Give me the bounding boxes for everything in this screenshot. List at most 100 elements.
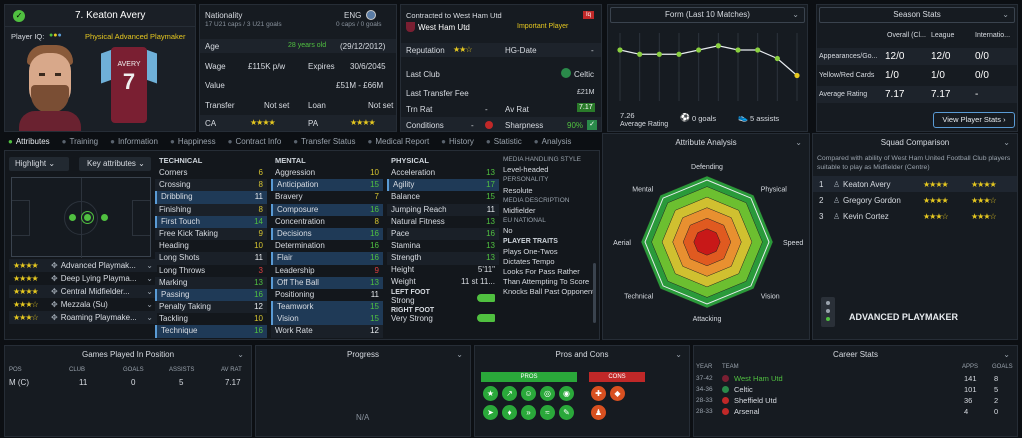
attribute-row[interactable]: Composure 16 [271,203,383,216]
tab-information[interactable]: ● Information [110,135,158,149]
tab-history[interactable]: ● History [441,135,474,149]
view-player-stats-label: View Player Stats [942,115,1002,124]
tab-label: Information [117,137,158,146]
squad-header[interactable]: Squad Comparison ⌄ [815,136,1015,150]
attribute-row[interactable]: Crossing 8 [155,179,267,192]
dob: (29/12/2012) [340,42,386,51]
career-header[interactable]: Career Stats ⌄ [696,348,1015,362]
tab-medical-report[interactable]: ● Medical Report [368,135,430,149]
role-item[interactable]: ★★★☆ ✥ Roaming Playmake... ⌄ [9,311,157,324]
tab-happiness[interactable]: ● Happiness [170,135,216,149]
attribute-row[interactable]: Positioning 11 [271,289,383,301]
radar-axis-label: Technical [624,294,654,301]
club-crest-icon [722,397,729,404]
tab-statistic[interactable]: ● Statistic [486,135,522,149]
traits-scrollbar[interactable] [593,263,596,323]
attribute-row[interactable]: Passing 16 [155,288,267,302]
attribute-row[interactable]: Anticipation 15 [271,179,383,192]
tab-training[interactable]: ● Training [62,135,98,149]
attribute-row[interactable]: Long Shots 11 [155,252,267,265]
attribute-name: Long Shots [159,253,200,263]
attribute-row[interactable]: First Touch 14 [155,215,267,228]
career-row[interactable]: 37-42 West Ham Utd 141 8 [694,373,1017,384]
role-item[interactable]: ★★★★ ✥ Deep Lying Playma... ⌄ [9,272,157,285]
attribute-row[interactable]: Flair 16 [271,252,383,265]
attribute-row[interactable]: Off The Ball 13 [271,276,383,289]
attribute-row[interactable]: Jumping Reach 11 [387,203,499,216]
attribute-name: Long Throws [159,265,206,275]
role-stars: ★★★☆ [13,300,39,309]
career-row[interactable]: 28-33 Arsenal 4 0 [694,406,1017,417]
player-name-bar: ✓ 7. Keaton Avery [5,5,195,27]
highlight-dropdown[interactable]: Highlight ⌄ [9,157,69,171]
attribute-value: 8 [374,216,379,226]
form-header[interactable]: Form (Last 10 Matches) ⌄ [610,7,805,23]
role-item[interactable]: ★★★★ ✥ Advanced Playmak... ⌄ [9,259,157,272]
role-item[interactable]: ★★★☆ ✥ Mezzala (Su) ⌄ [9,298,157,311]
attribute-row[interactable]: Free Kick Taking 9 [155,227,267,241]
attribute-row[interactable]: Long Throws 3 [155,265,267,277]
flair-trait-icon: ↗ [502,386,517,401]
role-item[interactable]: ★★★★ ✥ Central Midfielder... ⌄ [9,285,157,298]
attribute-name: Passing [161,289,190,299]
attribute-row[interactable]: Agility 17 [387,179,499,192]
view-player-stats-button[interactable]: View Player Stats › [933,112,1015,128]
tab-transfer-status[interactable]: ● Transfer Status [293,135,355,149]
games-col-goals: GOALS [123,367,144,373]
key-attributes-dropdown[interactable]: Key attributes ⌄ [79,157,151,171]
squad-row[interactable]: 2 ♙ Gregory Gordon ★★★★ ★★★☆ [813,192,1017,208]
pros-cons-header[interactable]: Pros and Cons ⌄ [477,348,687,362]
attribute-row[interactable]: Vision 15 [271,313,383,326]
value-amount: £51M - £66M [336,81,384,90]
tab-label: Analysis [541,137,572,146]
attribute-row[interactable]: Penalty Taking 12 [155,301,267,314]
squad-row[interactable]: 3 ♙ Kevin Cortez ★★★☆ ★★★☆ [813,208,1017,224]
profile-card: ✓ 7. Keaton Avery Player IQ: ●●● Physica… [4,4,196,132]
attribute-row[interactable]: Corners 6 [155,167,267,179]
career-row[interactable]: 34-36 Celtic 101 5 [694,384,1017,395]
attribute-row[interactable]: Decisions 16 [271,227,383,241]
progress-header[interactable]: Progress ⌄ [258,348,468,362]
height-value: 5'11" [477,264,495,274]
attribute-row[interactable]: Strength 13 [387,252,499,265]
squad-row[interactable]: 1 ♙ Keaton Avery ★★★★ ★★★★ [813,176,1017,192]
club-name[interactable]: West Ham Utd [418,23,470,32]
attribute-row[interactable]: Dribbling 11 [155,191,267,204]
teamwork-trait-icon: ♦ [502,405,517,420]
attribute-name: Determination [275,241,325,251]
career-row[interactable]: 28-33 Sheffield Utd 36 2 [694,395,1017,406]
games-header[interactable]: Games Played In Position ⌄ [7,348,249,362]
attribute-row[interactable]: Leadership 9 [271,265,383,277]
tab-contract-info[interactable]: ● Contract Info [228,135,282,149]
attribute-row[interactable]: Heading 10 [155,240,267,252]
attribute-row[interactable]: Work Rate 12 [271,325,383,338]
last-club-value[interactable]: Celtic [574,70,595,79]
attribute-row[interactable]: Aggression 10 [271,167,383,179]
attribute-row[interactable]: Pace 16 [387,227,499,241]
attribute-row[interactable]: Finishing 8 [155,203,267,216]
attribute-row[interactable]: Determination 16 [271,240,383,252]
tab-analysis[interactable]: ● Analysis [534,135,572,149]
physical-column: PHYSICAL Acceleration 13 Agility 17 Balance 1… [387,155,499,265]
tab-attributes[interactable]: ● Attributes [8,135,50,149]
attribute-row[interactable]: Technique 16 [155,325,267,338]
attribute-name: Decisions [277,228,312,238]
attribute-row[interactable]: Stamina 13 [387,240,499,252]
attribute-row[interactable]: Natural Fitness 13 [387,216,499,228]
attribute-row[interactable]: Marking 13 [155,276,267,289]
attribute-row[interactable]: Concentration 8 [271,216,383,228]
medical-con-icon: ✚ [591,386,606,401]
attribute-row[interactable]: Acceleration 13 [387,167,499,179]
attribute-row[interactable]: Teamwork 15 [271,301,383,314]
attribute-row[interactable]: Bravery 7 [271,191,383,203]
role-stars: ★★★★ [13,261,39,270]
attribute-row[interactable]: Balance 15 [387,191,499,203]
pa-label: PA [308,119,319,128]
attribute-value: 15 [370,314,379,324]
last-club-label: Last Club [406,70,440,79]
agility-trait-icon: ≈ [540,405,555,420]
attribute-row[interactable]: Tackling 10 [155,313,267,325]
hg-label: HG-Date [505,46,537,55]
analysis-header[interactable]: Attribute Analysis ⌄ [605,136,807,150]
season-header[interactable]: Season Stats ⌄ [819,7,1015,23]
